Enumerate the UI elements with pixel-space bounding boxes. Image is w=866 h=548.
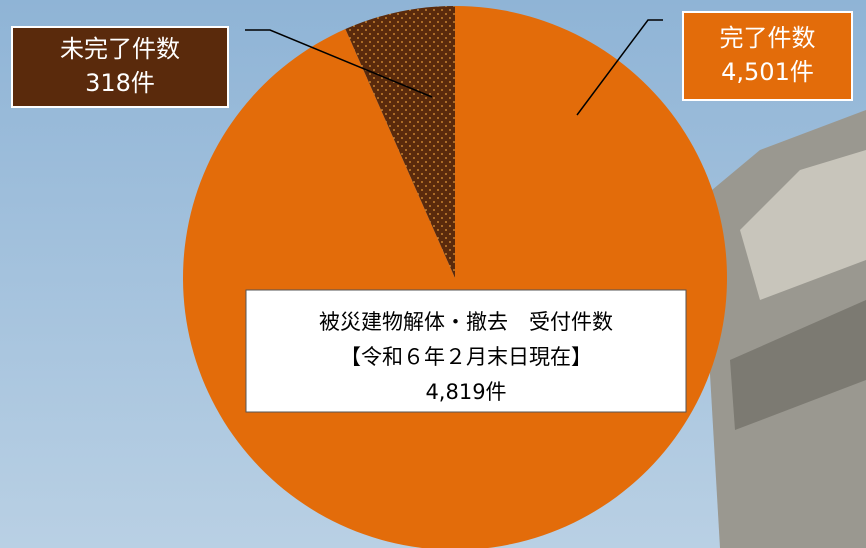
annotation-text: 4,819件 — [425, 380, 506, 404]
annotation-box — [245, 289, 687, 413]
value-label: 318件 — [85, 69, 155, 97]
value-label: 4,501件 — [721, 58, 814, 86]
label-box — [11, 26, 229, 108]
category-label: 未完了件数 — [60, 35, 180, 63]
annotation-text: 被災建物解体・撤去 受付件数 — [319, 310, 613, 334]
pie — [183, 6, 727, 548]
building-detail — [730, 300, 866, 430]
leader-line — [245, 29, 433, 98]
pie-slice — [345, 6, 455, 278]
building-detail — [740, 150, 866, 300]
annotation-text: 【令和６年２月末日現在】 — [340, 345, 592, 369]
label-box — [682, 11, 853, 101]
leader-line — [576, 19, 663, 116]
category-label: 完了件数 — [720, 24, 816, 52]
